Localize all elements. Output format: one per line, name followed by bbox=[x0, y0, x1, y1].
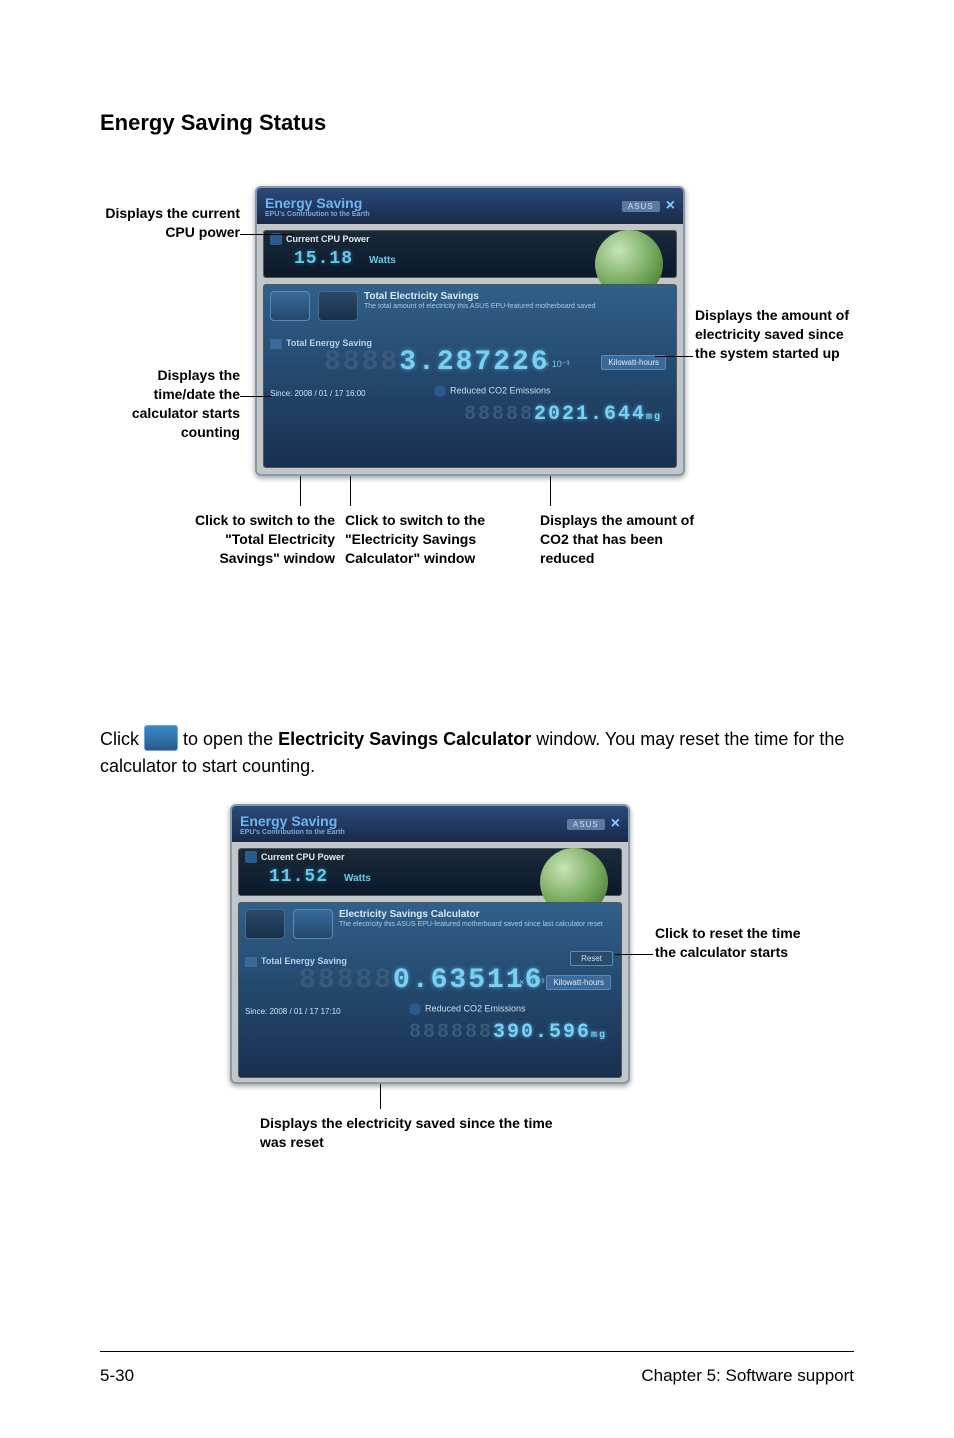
co2-icon bbox=[434, 385, 446, 397]
window-subtitle: EPU's Contribution to the Earth bbox=[240, 829, 345, 836]
panel-subtitle: The total amount of electricity this ASU… bbox=[364, 302, 596, 311]
callout-line bbox=[240, 396, 272, 397]
window-subtitle: EPU's Contribution to the Earth bbox=[265, 211, 370, 218]
panel-title: Total Electricity Savings bbox=[364, 291, 596, 302]
window-title-area: Energy Saving EPU's Contribution to the … bbox=[240, 813, 345, 836]
panel-title: Electricity Savings Calculator bbox=[339, 909, 603, 920]
window-title-area: Energy Saving EPU's Contribution to the … bbox=[265, 195, 370, 218]
close-icon[interactable]: × bbox=[666, 197, 675, 215]
callout-line bbox=[380, 1084, 381, 1109]
tab-total-savings[interactable] bbox=[245, 909, 285, 939]
panel-subtitle: The electricity this ASUS EPU-featured m… bbox=[339, 920, 603, 929]
titlebar-right: ASUS × bbox=[622, 197, 675, 215]
co2-unit: mg bbox=[591, 1030, 607, 1041]
savings-panel: Total Electricity Savings The total amou… bbox=[263, 284, 677, 468]
co2-icon bbox=[409, 1003, 421, 1015]
brand-badge: ASUS bbox=[622, 201, 660, 212]
callout-cpu-power: Displays the current CPU power bbox=[100, 204, 240, 242]
close-icon[interactable]: × bbox=[611, 815, 620, 833]
co2-digits: 390.596 bbox=[493, 1021, 591, 1044]
electricity-saved-value: 888880.635116 bbox=[299, 965, 543, 996]
callout-switch-calc: Click to switch to the "Electricity Savi… bbox=[345, 511, 515, 568]
tab-calculator[interactable] bbox=[318, 291, 358, 321]
callout-line bbox=[615, 954, 653, 955]
callout-line bbox=[300, 476, 301, 506]
cpu-power-value: 15.18 bbox=[294, 249, 353, 269]
callout-line bbox=[350, 476, 351, 506]
cpu-power-value: 11.52 bbox=[269, 867, 328, 887]
instruction-paragraph: Click to open the Electricity Savings Ca… bbox=[100, 726, 854, 780]
para-bold: Electricity Savings Calculator bbox=[278, 729, 531, 749]
since-timestamp: Since: 2008 / 01 / 17 17:10 bbox=[245, 1007, 341, 1016]
callout-line bbox=[240, 234, 295, 235]
cpu-power-unit: Watts bbox=[369, 255, 396, 266]
exponent: × 10⁻³ bbox=[544, 359, 570, 370]
reset-button[interactable]: Reset bbox=[570, 951, 613, 966]
callout-line bbox=[655, 356, 693, 357]
savings-panel: Electricity Savings Calculator The elect… bbox=[238, 902, 622, 1078]
callout-line bbox=[550, 476, 551, 506]
section-title: Energy Saving Status bbox=[100, 110, 854, 136]
energy-saving-window-2: Energy Saving EPU's Contribution to the … bbox=[230, 804, 630, 1084]
tab-calculator[interactable] bbox=[293, 909, 333, 939]
cpu-power-label: Current CPU Power bbox=[261, 852, 345, 862]
co2-label: Reduced CO2 Emissions bbox=[450, 385, 551, 395]
panel-header: Total Electricity Savings The total amou… bbox=[364, 291, 596, 311]
ghost-digits: 88888 bbox=[299, 965, 393, 996]
callout-time-date: Displays the time/date the calculator st… bbox=[100, 366, 240, 442]
co2-ghost: 88888 bbox=[464, 403, 534, 426]
diagram-1: Energy Saving EPU's Contribution to the … bbox=[100, 176, 860, 616]
panel-header: Electricity Savings Calculator The elect… bbox=[339, 909, 603, 929]
titlebar-right: ASUS × bbox=[567, 815, 620, 833]
kwh-badge: Kilowatt-hours bbox=[601, 355, 666, 370]
cpu-power-label: Current CPU Power bbox=[286, 234, 370, 244]
co2-unit: mg bbox=[646, 412, 662, 423]
page-footer: 5-30 Chapter 5: Software support bbox=[100, 1366, 854, 1386]
co2-ghost: 888888 bbox=[409, 1021, 493, 1044]
callout-electricity-since-reset: Displays the electricity saved since the… bbox=[260, 1114, 580, 1152]
window-titlebar: Energy Saving EPU's Contribution to the … bbox=[232, 806, 628, 842]
co2-digits: 2021.644 bbox=[534, 403, 646, 426]
electricity-saved-value: 88883.287226 bbox=[324, 347, 550, 378]
window-titlebar: Energy Saving EPU's Contribution to the … bbox=[257, 188, 683, 224]
brand-badge: ASUS bbox=[567, 819, 605, 830]
co2-value: 888882021.644mg bbox=[464, 403, 662, 426]
footer-divider bbox=[100, 1351, 854, 1352]
para-text-post1: to open the bbox=[178, 729, 278, 749]
co2-label: Reduced CO2 Emissions bbox=[425, 1004, 526, 1014]
page: Energy Saving Status Energy Saving EPU's… bbox=[0, 0, 954, 1438]
tab-total-savings[interactable] bbox=[270, 291, 310, 321]
para-text-pre: Click bbox=[100, 729, 144, 749]
callout-switch-total: Click to switch to the "Total Electricit… bbox=[175, 511, 335, 568]
exponent: × 10⁻³ bbox=[519, 977, 545, 988]
callout-electricity-saved: Displays the amount of electricity saved… bbox=[695, 306, 860, 363]
diagram-2: Energy Saving EPU's Contribution to the … bbox=[100, 804, 860, 1204]
callout-reset: Click to reset the time the calculator s… bbox=[655, 924, 805, 962]
co2-value: 888888390.596mg bbox=[409, 1021, 607, 1044]
window-title: Energy Saving bbox=[265, 195, 362, 211]
cpu-icon bbox=[245, 851, 257, 863]
since-timestamp: Since: 2008 / 01 / 17 16:00 bbox=[270, 389, 366, 398]
calculator-tab-icon bbox=[144, 725, 178, 751]
co2-label-row: Reduced CO2 Emissions bbox=[434, 385, 551, 397]
callout-co2: Displays the amount of CO2 that has been… bbox=[540, 511, 710, 568]
energy-saving-window: Energy Saving EPU's Contribution to the … bbox=[255, 186, 685, 476]
chapter-label: Chapter 5: Software support bbox=[641, 1366, 854, 1386]
page-number: 5-30 bbox=[100, 1366, 134, 1386]
value-digits: 3.287226 bbox=[399, 347, 549, 378]
kwh-badge: Kilowatt-hours bbox=[546, 975, 611, 990]
co2-label-row: Reduced CO2 Emissions bbox=[409, 1003, 526, 1015]
cpu-power-unit: Watts bbox=[344, 873, 371, 884]
window-title: Energy Saving bbox=[240, 813, 337, 829]
ghost-digits: 8888 bbox=[324, 347, 399, 378]
